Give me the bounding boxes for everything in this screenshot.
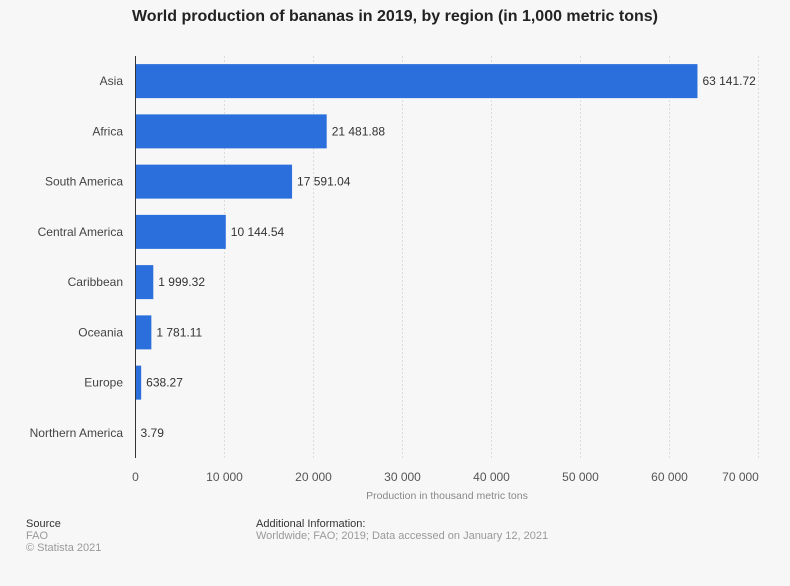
category-label: Caribbean xyxy=(68,275,123,289)
source-heading: Source xyxy=(26,518,61,530)
additional-info-block: Additional Information: Worldwide; FAO; … xyxy=(256,518,548,542)
data-label: 63 141.72 xyxy=(702,74,756,88)
bar[interactable] xyxy=(135,315,152,350)
data-label: 1 781.11 xyxy=(156,325,202,339)
x-tick-label: 50 000 xyxy=(562,470,599,484)
bar[interactable] xyxy=(135,265,154,300)
bar[interactable] xyxy=(135,114,327,149)
bar-chart: 0 10 000 20 000 30 000 40 000 50 000 60 000 70 … xyxy=(30,56,759,502)
category-label: Oceania xyxy=(78,325,123,339)
data-label: 3.79 xyxy=(141,426,165,440)
data-label: 1 999.32 xyxy=(158,275,205,289)
x-axis-label: Production in thousand metric tons xyxy=(366,490,528,502)
bar[interactable] xyxy=(135,214,226,249)
category-label: Northern America xyxy=(30,426,124,440)
source-value[interactable]: FAO xyxy=(26,530,49,542)
x-tick-label: 70 000 xyxy=(722,470,759,484)
source-block: Source FAO © Statista 2021 xyxy=(26,518,101,554)
data-label: 638.27 xyxy=(146,376,183,390)
data-label: 17 591.04 xyxy=(297,175,351,189)
chart-title: World production of bananas in 2019, by … xyxy=(131,8,658,25)
info-heading: Additional Information: xyxy=(256,518,366,530)
info-value: Worldwide; FAO; 2019; Data accessed on J… xyxy=(256,530,549,542)
x-tick-label: 20 000 xyxy=(295,470,332,484)
category-label: Africa xyxy=(92,124,123,138)
x-tick-label: 0 xyxy=(132,470,139,484)
category-label: Europe xyxy=(84,376,123,390)
copyright: © Statista 2021 xyxy=(26,542,102,554)
bar[interactable] xyxy=(135,164,293,199)
data-label: 10 144.54 xyxy=(231,225,285,239)
x-tick-label: 10 000 xyxy=(206,470,243,484)
category-label: South America xyxy=(45,175,123,189)
bar[interactable] xyxy=(135,365,142,400)
category-label: Asia xyxy=(100,74,124,88)
x-tick-label: 40 000 xyxy=(473,470,510,484)
category-label: Central America xyxy=(38,225,124,239)
x-tick-label: 30 000 xyxy=(384,470,421,484)
data-label: 21 481.88 xyxy=(332,124,386,138)
x-tick-label: 60 000 xyxy=(651,470,688,484)
bar[interactable] xyxy=(135,64,698,99)
